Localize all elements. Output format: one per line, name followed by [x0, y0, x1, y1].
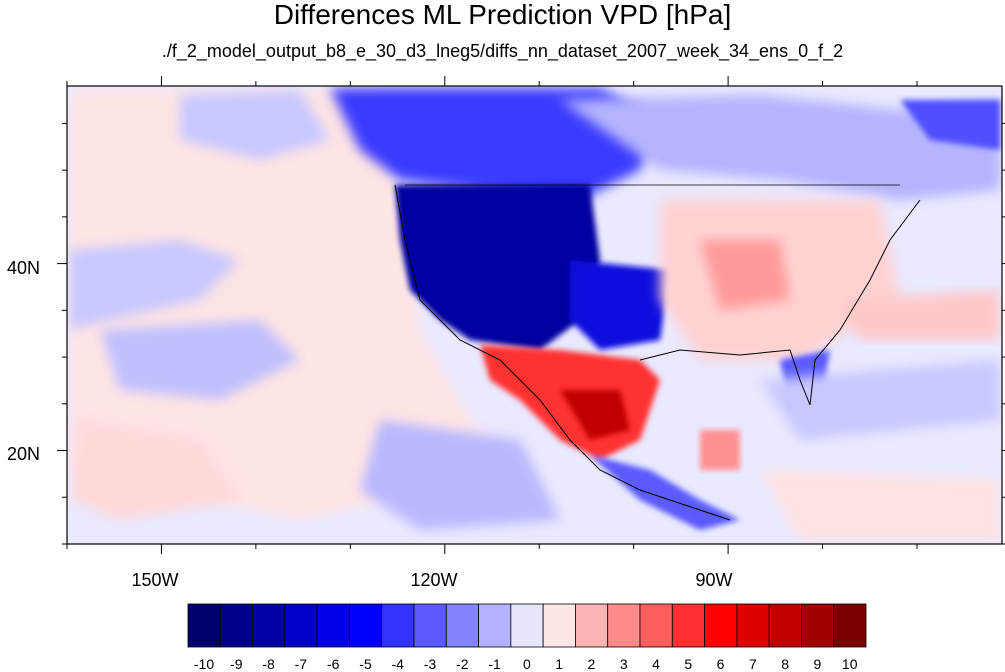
colorbar-box: [542, 603, 576, 648]
colorbar-label: 0: [523, 656, 531, 672]
colorbar-box: [381, 603, 415, 648]
map-subtitle: ./f_2_model_output_b8_e_30_d3_lneg5/diff…: [161, 41, 844, 61]
colorbar-label: -3: [424, 656, 437, 672]
colorbar-label: 6: [717, 656, 725, 672]
colorbar-box: [607, 603, 641, 648]
lon-label-150w: 150W: [131, 570, 179, 590]
caribbean-pink-spot: [700, 430, 740, 470]
lat-label-20n: 20N: [6, 444, 40, 464]
colorbar-label: -8: [262, 656, 275, 672]
colorbar-label: -7: [295, 656, 308, 672]
pacific-pink-region: [70, 90, 520, 520]
colorbar-label: 8: [781, 656, 789, 672]
colorbar-box: [671, 603, 705, 648]
atlantic-pink-band: [840, 290, 1000, 340]
gulf-atlantic-coastline: [639, 199, 921, 406]
map-field: [67, 86, 1002, 544]
atlantic-blue-band: [760, 360, 1000, 440]
colorbar-label: 10: [842, 656, 858, 672]
pacific-blue-patch-1: [70, 240, 240, 330]
colorbar-label: 9: [814, 656, 822, 672]
colorbar-label: -1: [488, 656, 501, 672]
canada-blue-region: [330, 88, 660, 200]
lat-label-40n: 40N: [6, 258, 40, 278]
colorbar-box: [187, 603, 221, 648]
colorbar-box: [639, 603, 673, 648]
plains-blue: [570, 260, 670, 350]
pacific-blue-patch-3: [180, 90, 330, 160]
colorbar-label: 4: [652, 656, 660, 672]
eastern-canada-blue: [560, 95, 1000, 200]
colorbar-box: [478, 603, 512, 648]
western-us-dark-blue: [395, 185, 600, 350]
colorbar-box: [801, 603, 835, 648]
lon-label-90w: 90W: [695, 570, 733, 590]
map-title: Differences ML Prediction VPD [hPa]: [273, 0, 732, 30]
colorbar-label: 3: [620, 656, 628, 672]
colorbar-label: 2: [588, 656, 596, 672]
colorbar-box: [575, 603, 609, 648]
midwest-pink: [700, 240, 790, 310]
colorbar-label: -6: [327, 656, 340, 672]
pacific-coastline: [394, 184, 731, 521]
colorbar-label: -10: [194, 656, 214, 672]
colorbar-box: [349, 603, 383, 648]
colorbar-label: -5: [359, 656, 372, 672]
pacific-pink-patch: [70, 420, 240, 520]
colorbar-box: [704, 603, 738, 648]
colorbar-box: [219, 603, 253, 648]
colorbar-box: [284, 603, 318, 648]
colorbar-box: [413, 603, 447, 648]
pacific-blue-patch-4: [360, 420, 560, 530]
colorbar-label: 5: [684, 656, 692, 672]
colorbar-box: [768, 603, 802, 648]
colorbar-box: [736, 603, 770, 648]
mexico-dark-red: [560, 390, 630, 440]
colorbar-label: -4: [391, 656, 404, 672]
colorbar-label: 1: [555, 656, 563, 672]
colorbar-label: -9: [230, 656, 243, 672]
colorbar-box: [833, 603, 867, 648]
colorbar-label: 7: [749, 656, 757, 672]
colorbar-box: [316, 603, 350, 648]
colorbar-box: [510, 603, 544, 648]
colorbar-label: -2: [456, 656, 469, 672]
lon-label-120w: 120W: [410, 570, 458, 590]
caribbean-pink: [760, 470, 1000, 540]
colorbar-box: [252, 603, 286, 648]
labrador-blue: [900, 100, 1000, 150]
colorbar-box: [445, 603, 479, 648]
pacific-blue-patch-2: [100, 320, 300, 400]
map-frame: [66, 85, 1003, 545]
